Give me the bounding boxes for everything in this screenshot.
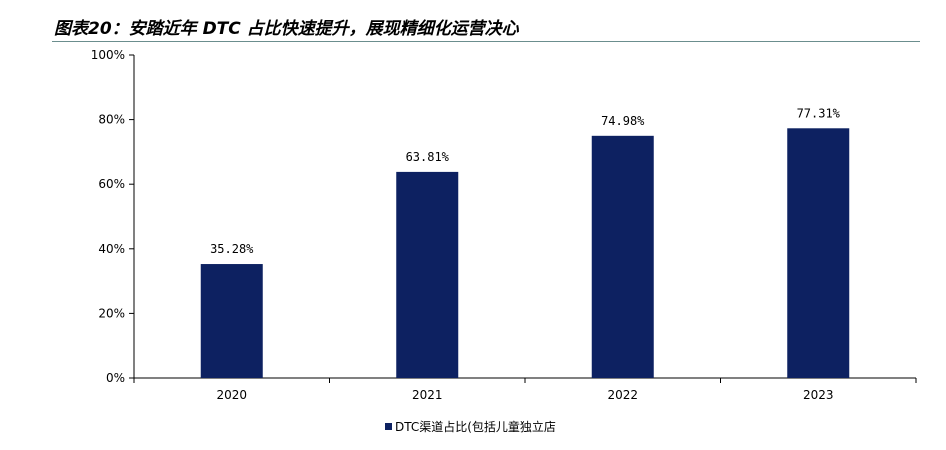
- title-bar: 图表20：安踏近年 DTC 占比快速提升，展现精细化运营决心: [0, 0, 946, 42]
- x-tick-label: 2023: [803, 388, 834, 402]
- legend-label: DTC渠道占比(包括儿童独立店: [395, 419, 556, 434]
- data-label: 77.31%: [797, 106, 841, 120]
- bar: [396, 171, 459, 378]
- title-divider: [52, 41, 920, 42]
- y-tick-label: 20%: [98, 306, 125, 320]
- bar: [591, 135, 654, 378]
- chart-title: 图表20：安踏近年 DTC 占比快速提升，展现精细化运营决心: [54, 19, 519, 39]
- data-label: 63.81%: [406, 150, 450, 164]
- y-tick-label: 40%: [98, 242, 125, 256]
- y-tick-label: 80%: [98, 113, 125, 127]
- bar: [787, 128, 850, 378]
- bar: [200, 264, 263, 378]
- x-tick-label: 2021: [412, 388, 443, 402]
- y-tick-label: 100%: [91, 48, 125, 62]
- data-label: 74.98%: [601, 114, 645, 128]
- x-tick-label: 2022: [607, 388, 638, 402]
- y-tick-label: 60%: [98, 177, 125, 191]
- y-tick-label: 0%: [106, 371, 125, 385]
- data-label: 35.28%: [210, 242, 254, 256]
- legend-swatch: [385, 423, 392, 430]
- x-tick-label: 2020: [216, 388, 247, 402]
